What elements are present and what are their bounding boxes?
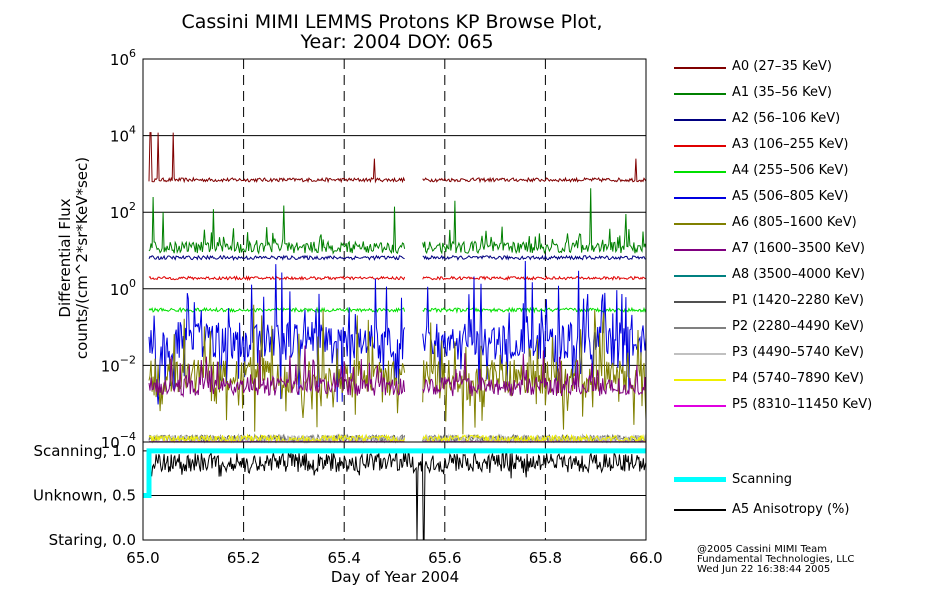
legend-item: A7 (1600–3500 KeV): [672, 240, 942, 266]
legend-item: P4 (5740–7890 KeV): [672, 370, 942, 396]
x-axis-ticks: 65.0 65.2 65.4 65.6 65.8 66.0: [126, 549, 662, 567]
x-axis-label: Day of Year 2004: [331, 568, 459, 586]
y-tick-label: 10−2: [101, 353, 136, 375]
series-line-a4: [148, 306, 647, 314]
chart-title-line1: Cassini MIMI LEMMS Protons KP Browse Plo…: [181, 11, 602, 33]
legend-label: P4 (5740–7890 KeV): [732, 371, 864, 386]
legend-item: A2 (56–106 KeV): [672, 110, 942, 136]
series-line-scanning: [143, 448, 646, 498]
legend-label: P1 (1420–2280 KeV): [732, 293, 864, 308]
x-tick-label: 66.0: [629, 549, 662, 567]
legend-swatch: [674, 301, 726, 303]
legend-label: P3 (4490–5740 KeV): [732, 345, 864, 360]
anisotropy-legend: Scanning A5 Anisotropy (%): [672, 470, 942, 530]
anisotropy-series-group: [143, 448, 647, 541]
series-line-anisotropy: [149, 450, 647, 541]
y-tick-label: 100: [110, 277, 136, 299]
legend-swatch: [674, 223, 726, 225]
legend-label-anisotropy: A5 Anisotropy (%): [732, 502, 850, 517]
y-axis-label: Differential Flux counts/(cm^2*sr*KeV*se…: [56, 157, 91, 359]
legend-swatch: [674, 93, 726, 95]
flux-panel: 106 104 102 100 10−2 10−4: [101, 47, 647, 452]
legend-swatch: [674, 145, 726, 147]
legend-swatch: [674, 353, 726, 355]
chart-title-line2: Year: 2004 DOY: 065: [299, 31, 493, 53]
legend-label: A8 (3500–4000 KeV): [732, 267, 866, 282]
legend-item: P1 (1420–2280 KeV): [672, 292, 942, 318]
legend-label-scanning: Scanning: [732, 472, 792, 487]
legend-label: P5 (8310–11450 KeV): [732, 397, 873, 412]
legend-label: A3 (106–255 KeV): [732, 137, 849, 152]
legend-item: P3 (4490–5740 KeV): [672, 344, 942, 370]
series-line-a0: [148, 132, 647, 184]
legend-swatch: [674, 249, 726, 251]
y-tick-label: 104: [110, 124, 136, 146]
legend-item-scanning: Scanning: [672, 470, 942, 500]
y-axis-label-line2: counts/(cm^2*sr*KeV*sec): [73, 157, 91, 359]
lower-y-tick-label: Unknown, 0.5: [33, 486, 136, 504]
legend-item: A8 (3500–4000 KeV): [672, 266, 942, 292]
legend-label: A1 (35–56 KeV): [732, 85, 832, 100]
legend-item: A5 (506–805 KeV): [672, 188, 942, 214]
legend-label: A6 (805–1600 KeV): [732, 215, 857, 230]
legend-item: A6 (805–1600 KeV): [672, 214, 942, 240]
anisotropy-y-ticks: Scanning, 1.0 Unknown, 0.5 Staring, 0.0: [33, 442, 136, 549]
flux-series-group: [148, 132, 647, 444]
legend-label: A0 (27–35 KeV): [732, 59, 832, 74]
legend-item: A0 (27–35 KeV): [672, 58, 942, 84]
anisotropy-panel: Scanning, 1.0 Unknown, 0.5 Staring, 0.0: [33, 441, 647, 549]
legend-label: A2 (56–106 KeV): [732, 111, 841, 126]
legend-swatch: [674, 405, 726, 407]
legend-swatch: [674, 275, 726, 277]
legend-item-anisotropy: A5 Anisotropy (%): [672, 500, 942, 530]
credits-block: @2005 Cassini MIMI Team Fundamental Tech…: [697, 545, 854, 575]
legend-swatch: [674, 327, 726, 329]
flux-legend: A0 (27–35 KeV) A1 (35–56 KeV) A2 (56–106 K…: [672, 58, 942, 422]
legend-label: A4 (255–506 KeV): [732, 163, 849, 178]
legend-item: A4 (255–506 KeV): [672, 162, 942, 188]
series-line-a7: [148, 345, 647, 398]
legend-swatch: [674, 67, 726, 69]
legend-swatch: [674, 171, 726, 173]
lower-y-tick-label: Staring, 0.0: [49, 531, 136, 549]
legend-swatch-anisotropy: [674, 509, 726, 511]
legend-item: P2 (2280–4490 KeV): [672, 318, 942, 344]
y-axis-label-line1: Differential Flux: [56, 198, 74, 317]
legend-label: A5 (506–805 KeV): [732, 189, 849, 204]
series-line-a1: [148, 188, 647, 255]
y-tick-label: 102: [110, 200, 136, 222]
legend-item: A3 (106–255 KeV): [672, 136, 942, 162]
lower-y-tick-label: Scanning, 1.0: [33, 442, 136, 460]
x-tick-label: 65.0: [126, 549, 159, 567]
credits-line3: Wed Jun 22 16:38:44 2005: [697, 564, 831, 575]
x-tick-label: 65.4: [327, 549, 360, 567]
x-tick-label: 65.6: [428, 549, 461, 567]
y-tick-label: 10−4: [101, 430, 136, 452]
anisotropy-panel-frame: [142, 441, 647, 541]
legend-swatch-scanning: [674, 477, 726, 482]
series-line-a5: [148, 260, 647, 405]
series-line-a2: [148, 254, 647, 261]
legend-swatch: [674, 379, 726, 381]
legend-item: P5 (8310–11450 KeV): [672, 396, 942, 422]
credits-line1: @2005 Cassini MIMI Team: [697, 544, 827, 555]
legend-swatch: [674, 197, 726, 199]
legend-label: A7 (1600–3500 KeV): [732, 241, 866, 256]
credits-line2: Fundamental Technologies, LLC: [697, 554, 855, 565]
x-tick-label: 65.2: [227, 549, 260, 567]
y-tick-label: 106: [110, 47, 136, 69]
series-line-a3: [148, 275, 647, 282]
legend-swatch: [674, 119, 726, 121]
legend-label: P2 (2280–4490 KeV): [732, 319, 864, 334]
legend-item: A1 (35–56 KeV): [672, 84, 942, 110]
flux-y-ticks: 106 104 102 100 10−2 10−4: [101, 47, 136, 452]
x-tick-label: 65.8: [529, 549, 562, 567]
